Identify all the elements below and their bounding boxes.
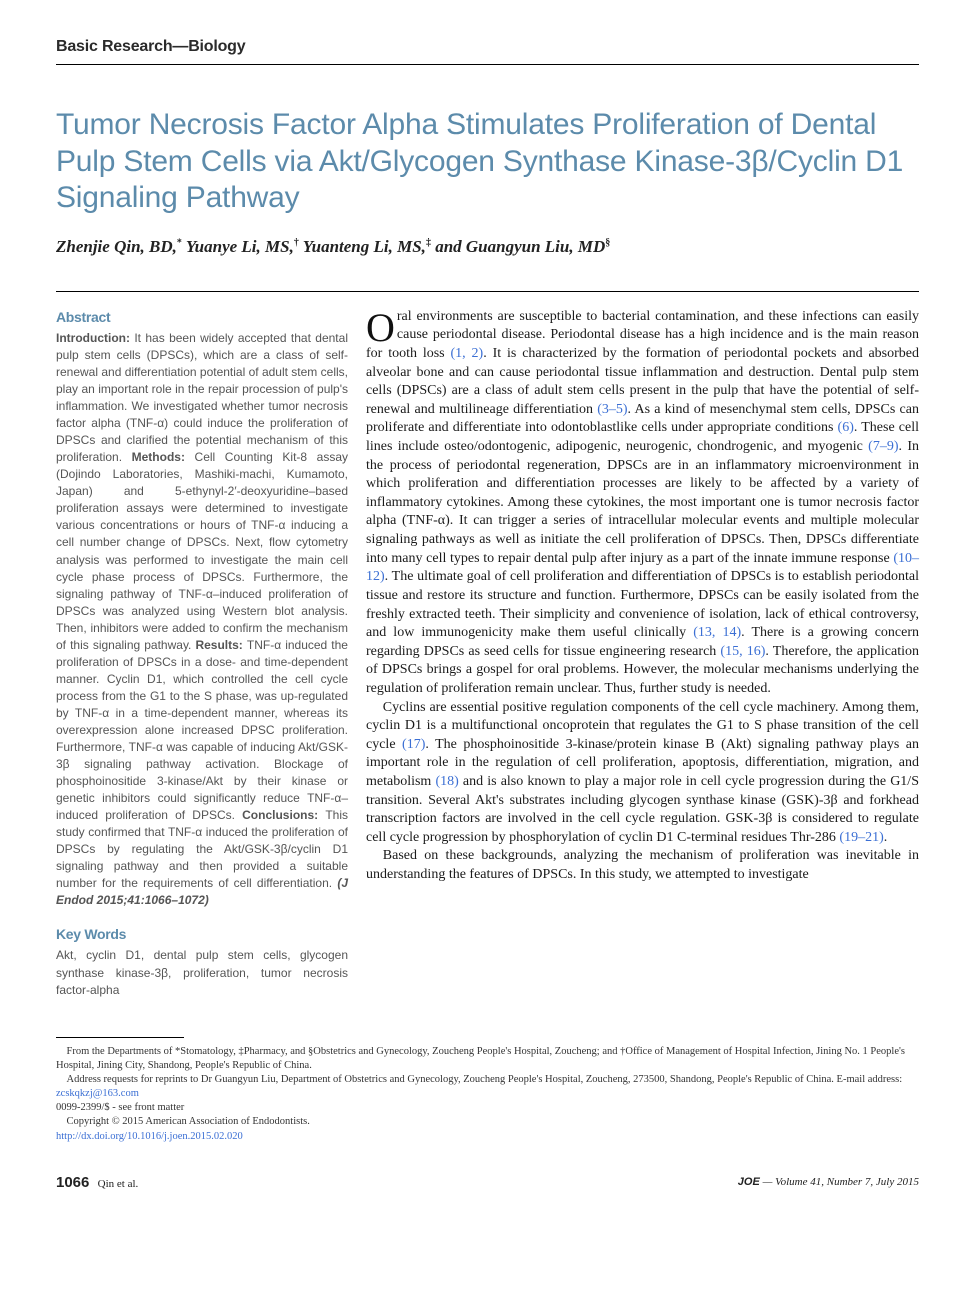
footnote-doi-link[interactable]: http://dx.doi.org/10.1016/j.joen.2015.02…: [56, 1131, 243, 1142]
footnote-affil: From the Departments of *Stomatology, ‡P…: [56, 1045, 919, 1073]
ref-7-9[interactable]: (7–9): [868, 439, 898, 454]
footnotes: From the Departments of *Stomatology, ‡P…: [56, 1037, 919, 1144]
ref-18[interactable]: (18): [435, 774, 458, 789]
abstract-methods-label: Methods:: [132, 450, 195, 464]
section-rule: [56, 64, 919, 65]
abstract-methods: Cell Counting Kit-8 assay (Dojindo Labor…: [56, 450, 348, 651]
abstract-body: Introduction: It has been widely accepte…: [56, 330, 348, 909]
footnote-corr: Address requests for reprints to Dr Guan…: [56, 1073, 919, 1101]
abstract-results-label: Results:: [195, 638, 246, 652]
ref-19-21[interactable]: (19–21): [839, 830, 883, 845]
body-p2: Cyclins are essential positive regulatio…: [366, 699, 919, 848]
body-p3: Based on these backgrounds, analyzing th…: [366, 847, 919, 884]
body-p1: Oral environments are susceptible to bac…: [366, 308, 919, 699]
section-header: Basic Research—Biology: [56, 38, 919, 56]
footer-vol-issue: — Volume 41, Number 7, July 2015: [760, 1176, 919, 1188]
footer-right: JOE — Volume 41, Number 7, July 2015: [738, 1176, 919, 1188]
ref-17[interactable]: (17): [402, 737, 425, 752]
ref-10-12[interactable]: (10–12): [366, 551, 919, 585]
ref-1-2[interactable]: (1, 2): [451, 346, 484, 361]
dropcap: O: [366, 308, 397, 345]
ref-3-5[interactable]: (3–5): [597, 402, 627, 417]
ref-15-16[interactable]: (15, 16): [720, 644, 765, 659]
author-rule: [56, 291, 919, 292]
article-title: Tumor Necrosis Factor Alpha Stimulates P…: [56, 107, 919, 217]
footer-journal-abbr: JOE: [738, 1176, 760, 1188]
keywords-body: Akt, cyclin D1, dental pulp stem cells, …: [56, 947, 348, 998]
ref-13-14[interactable]: (13, 14): [693, 625, 741, 640]
abstract-intro: It has been widely accepted that dental …: [56, 331, 348, 464]
footer-left: 1066 Qin et al.: [56, 1174, 138, 1191]
footnote-issn: 0099-2399/$ - see front matter: [56, 1101, 919, 1115]
footer-authors: Qin et al.: [98, 1178, 139, 1190]
abstract-concl-label: Conclusions:: [242, 808, 325, 822]
footnote-rule: [56, 1037, 184, 1038]
left-column: Abstract Introduction: It has been widel…: [56, 308, 348, 999]
footnote-copyright: Copyright © 2015 American Association of…: [56, 1115, 919, 1129]
author-list: Zhenjie Qin, BD,* Yuanye Li, MS,† Yuante…: [56, 237, 919, 257]
abstract-intro-label: Introduction:: [56, 331, 134, 345]
abstract-heading: Abstract: [56, 308, 348, 327]
keywords-heading: Key Words: [56, 925, 348, 944]
footnote-corr-text: Address requests for reprints to Dr Guan…: [67, 1074, 903, 1085]
page-number: 1066: [56, 1174, 89, 1191]
abstract-results: TNF-α induced the proliferation of DPSCs…: [56, 638, 348, 822]
footnote-email-link[interactable]: zcskqkzj@163.com: [56, 1088, 139, 1099]
right-column: Oral environments are susceptible to bac…: [366, 308, 919, 885]
ref-6[interactable]: (6): [838, 420, 854, 435]
page-footer: 1066 Qin et al. JOE — Volume 41, Number …: [56, 1174, 919, 1191]
